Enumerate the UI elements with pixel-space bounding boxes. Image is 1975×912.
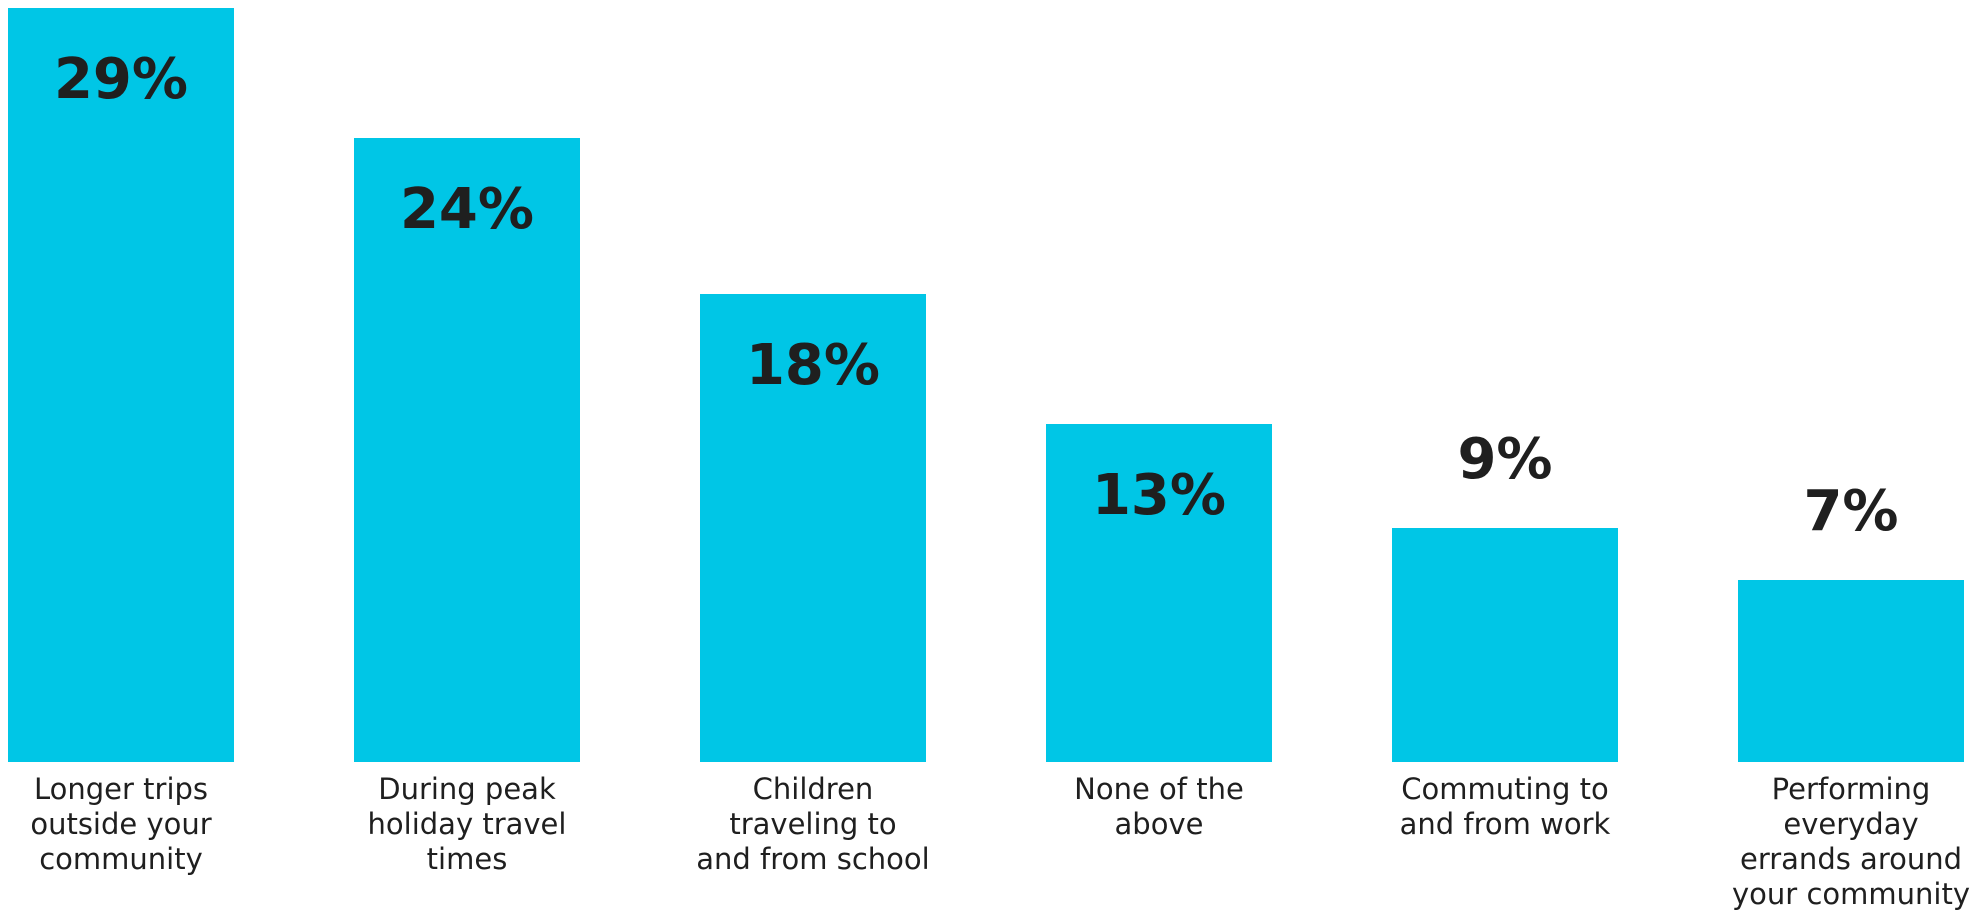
- bar-2: [354, 138, 580, 762]
- category-label-3: Children traveling to and from school: [696, 772, 930, 876]
- category-label-4: None of the above: [1074, 772, 1244, 841]
- category-label-6: Performing everyday errands around your …: [1732, 772, 1970, 911]
- category-label-5: Commuting to and from work: [1399, 772, 1611, 841]
- value-label-6: 7%: [1803, 479, 1898, 544]
- value-label-2: 24%: [400, 177, 534, 242]
- bar-3: [700, 294, 926, 762]
- value-label-5: 9%: [1457, 427, 1552, 492]
- category-label-1: Longer trips outside your community: [30, 772, 212, 876]
- value-label-1: 29%: [54, 47, 188, 112]
- bar-4: [1046, 424, 1272, 762]
- category-label-2: During peak holiday travel times: [367, 772, 567, 876]
- value-label-3: 18%: [746, 333, 880, 398]
- value-label-4: 13%: [1092, 463, 1226, 528]
- bar-5: [1392, 528, 1618, 762]
- bar-6: [1738, 580, 1964, 762]
- bar-1: [8, 8, 234, 762]
